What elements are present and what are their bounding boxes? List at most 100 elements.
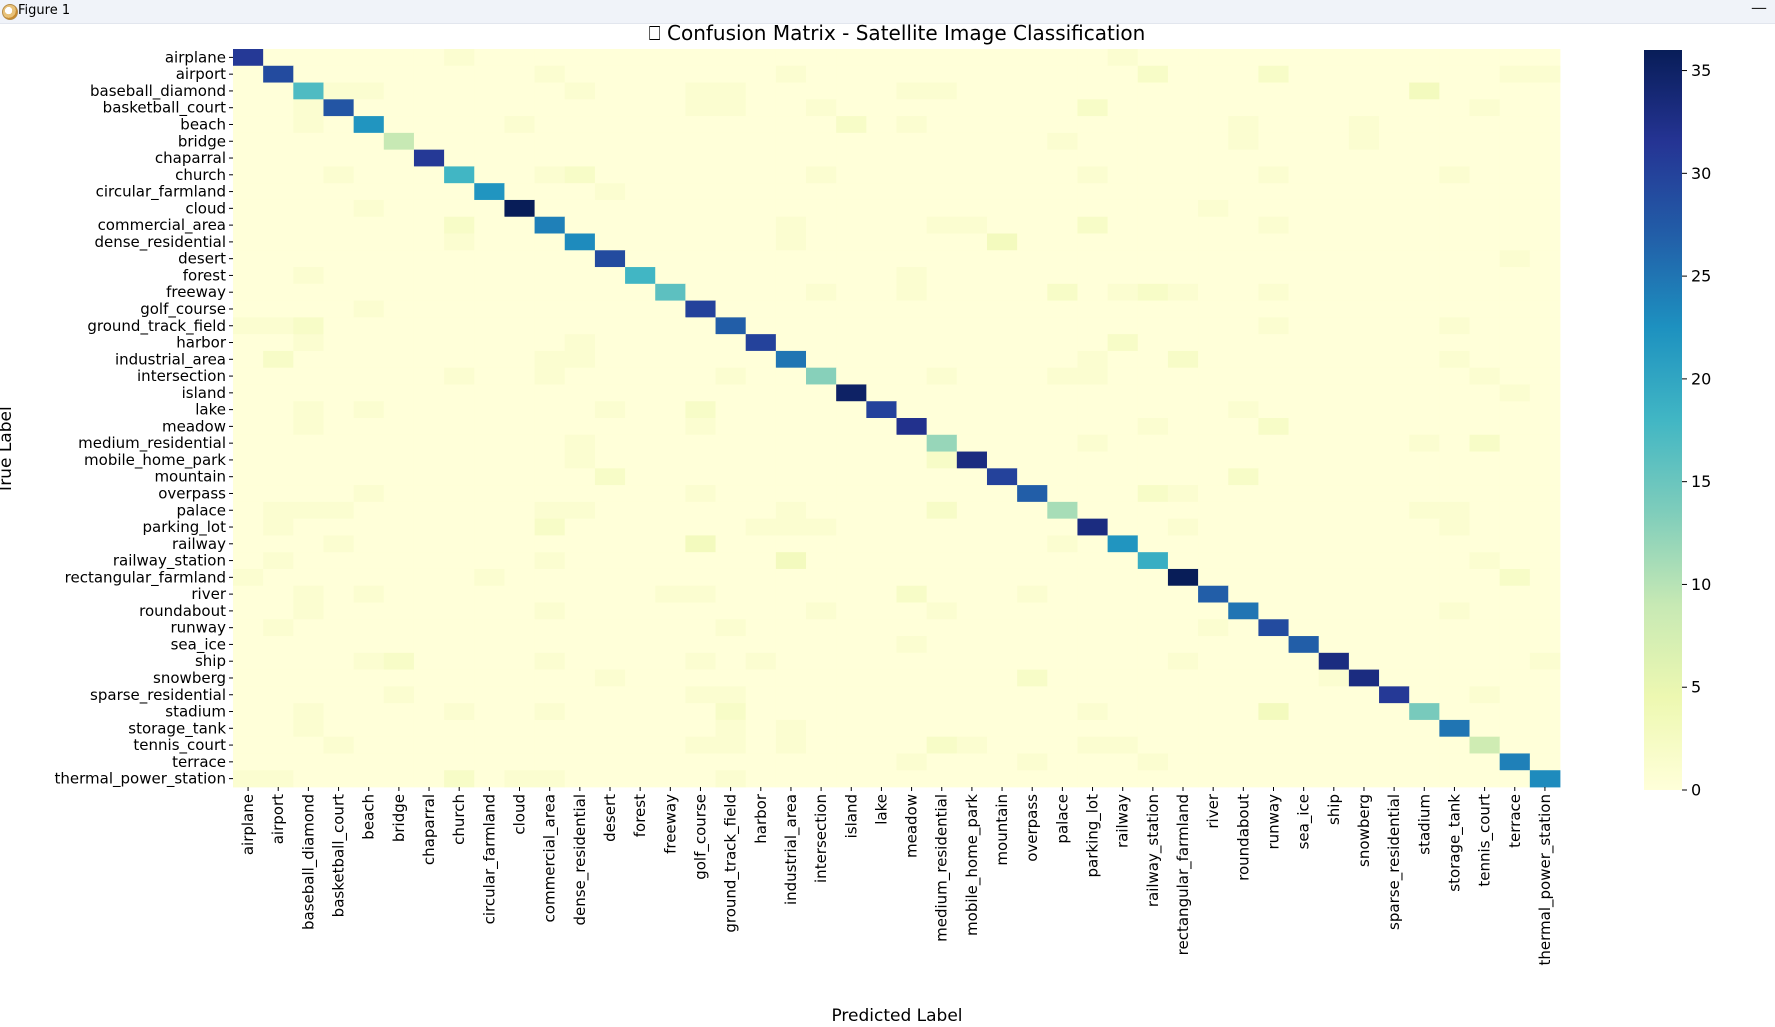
heatmap-cell [323, 703, 355, 721]
heatmap-cell [1439, 652, 1470, 670]
heatmap-cell [1318, 334, 1350, 352]
heatmap-cell [564, 367, 596, 385]
heatmap-cell [1228, 619, 1259, 637]
heatmap-cell [444, 652, 475, 670]
heatmap-cell [1288, 99, 1320, 117]
heatmap-cell [685, 602, 716, 620]
heatmap-cell [474, 116, 505, 134]
heatmap-cell [956, 770, 988, 788]
heatmap-cell [293, 485, 324, 503]
heatmap-cell [1379, 233, 1410, 251]
heatmap-cell [353, 719, 385, 738]
heatmap-cell [956, 99, 988, 117]
heatmap-cell [896, 736, 928, 754]
heatmap-cell [896, 183, 928, 201]
heatmap-cell [836, 350, 867, 369]
heatmap-cell [353, 552, 385, 570]
heatmap-cell [263, 485, 294, 503]
heatmap-cell [1167, 216, 1199, 234]
heatmap-cell [263, 384, 294, 402]
heatmap-cell [293, 116, 324, 134]
heatmap-cell [836, 116, 867, 134]
heatmap-cell [1318, 434, 1350, 452]
heatmap-cell [1107, 183, 1139, 201]
heatmap-cell [625, 451, 656, 469]
heatmap-cell [534, 636, 566, 654]
heatmap-cell [1348, 619, 1380, 637]
heatmap-cell [534, 166, 566, 184]
heatmap-cell [1288, 166, 1320, 184]
heatmap-cell [594, 216, 626, 234]
heatmap-cell [625, 568, 656, 587]
heatmap-cell [1167, 485, 1199, 503]
colorbar-tick-label: 30 [1691, 164, 1711, 183]
heatmap-cell [594, 535, 626, 553]
heatmap-cell [504, 65, 535, 83]
heatmap-cell [745, 317, 777, 335]
heatmap-cell [1348, 518, 1380, 536]
heatmap-cell [534, 652, 566, 670]
minimize-button[interactable]: — [1751, 0, 1767, 17]
heatmap-cell [926, 434, 958, 452]
heatmap-cell [1258, 434, 1289, 452]
heatmap-cell [1258, 384, 1289, 402]
heatmap-cell [293, 216, 324, 234]
heatmap-cell [806, 334, 837, 352]
heatmap-cell [896, 434, 928, 452]
heatmap-cell [534, 49, 566, 67]
heatmap-cell [956, 451, 988, 469]
heatmap-cell [986, 82, 1018, 100]
y-tick-label: river [191, 585, 226, 603]
y-tick-label: medium_residential [78, 434, 226, 453]
heatmap-cell [1469, 636, 1501, 654]
heatmap-cell [1379, 703, 1410, 721]
heatmap-cell [1439, 267, 1470, 285]
heatmap-cell [1469, 401, 1501, 419]
heatmap-cell [1137, 552, 1169, 570]
heatmap-cell [1047, 770, 1078, 788]
heatmap-cell [625, 736, 656, 754]
heatmap-cell [986, 216, 1018, 234]
heatmap-cell [1258, 267, 1289, 285]
heatmap-cell [926, 485, 958, 503]
heatmap-cell [1198, 199, 1229, 218]
heatmap-cell [1379, 132, 1410, 151]
heatmap-cell [1107, 585, 1139, 603]
heatmap-cell [866, 652, 897, 670]
heatmap-cell [1379, 585, 1410, 603]
heatmap-cell [323, 418, 355, 436]
heatmap-cell [986, 636, 1018, 654]
heatmap-cell [1137, 434, 1169, 452]
heatmap-cell [263, 250, 294, 268]
heatmap-cell [896, 585, 928, 603]
heatmap-cell [1348, 686, 1380, 704]
heatmap-cell [1228, 719, 1259, 738]
heatmap-cell [534, 703, 566, 721]
heatmap-cell [444, 703, 475, 721]
heatmap-cell [655, 199, 686, 218]
heatmap-cell [474, 652, 505, 670]
heatmap-cell [323, 334, 355, 352]
heatmap-cell [1348, 116, 1380, 134]
heatmap-cell [293, 267, 324, 285]
heatmap-cell [625, 65, 656, 83]
heatmap-cell [504, 602, 535, 620]
heatmap-cell [986, 451, 1018, 469]
heatmap-cell [866, 334, 897, 352]
heatmap-cell [293, 384, 324, 402]
heatmap-cell [1499, 367, 1531, 385]
heatmap-cell [233, 99, 264, 117]
heatmap-cell [685, 636, 716, 654]
heatmap-cell [775, 183, 807, 201]
heatmap-cell [594, 585, 626, 603]
heatmap-cell [1137, 283, 1169, 301]
heatmap-cell [383, 585, 415, 603]
heatmap-cell [896, 703, 928, 721]
heatmap-cell [625, 602, 656, 620]
heatmap-cell [444, 149, 475, 167]
y-tick-label: airport [176, 65, 226, 83]
heatmap-cell [896, 535, 928, 553]
heatmap-cell [685, 267, 716, 285]
heatmap-cell [1198, 401, 1229, 419]
heatmap-cell [775, 535, 807, 553]
